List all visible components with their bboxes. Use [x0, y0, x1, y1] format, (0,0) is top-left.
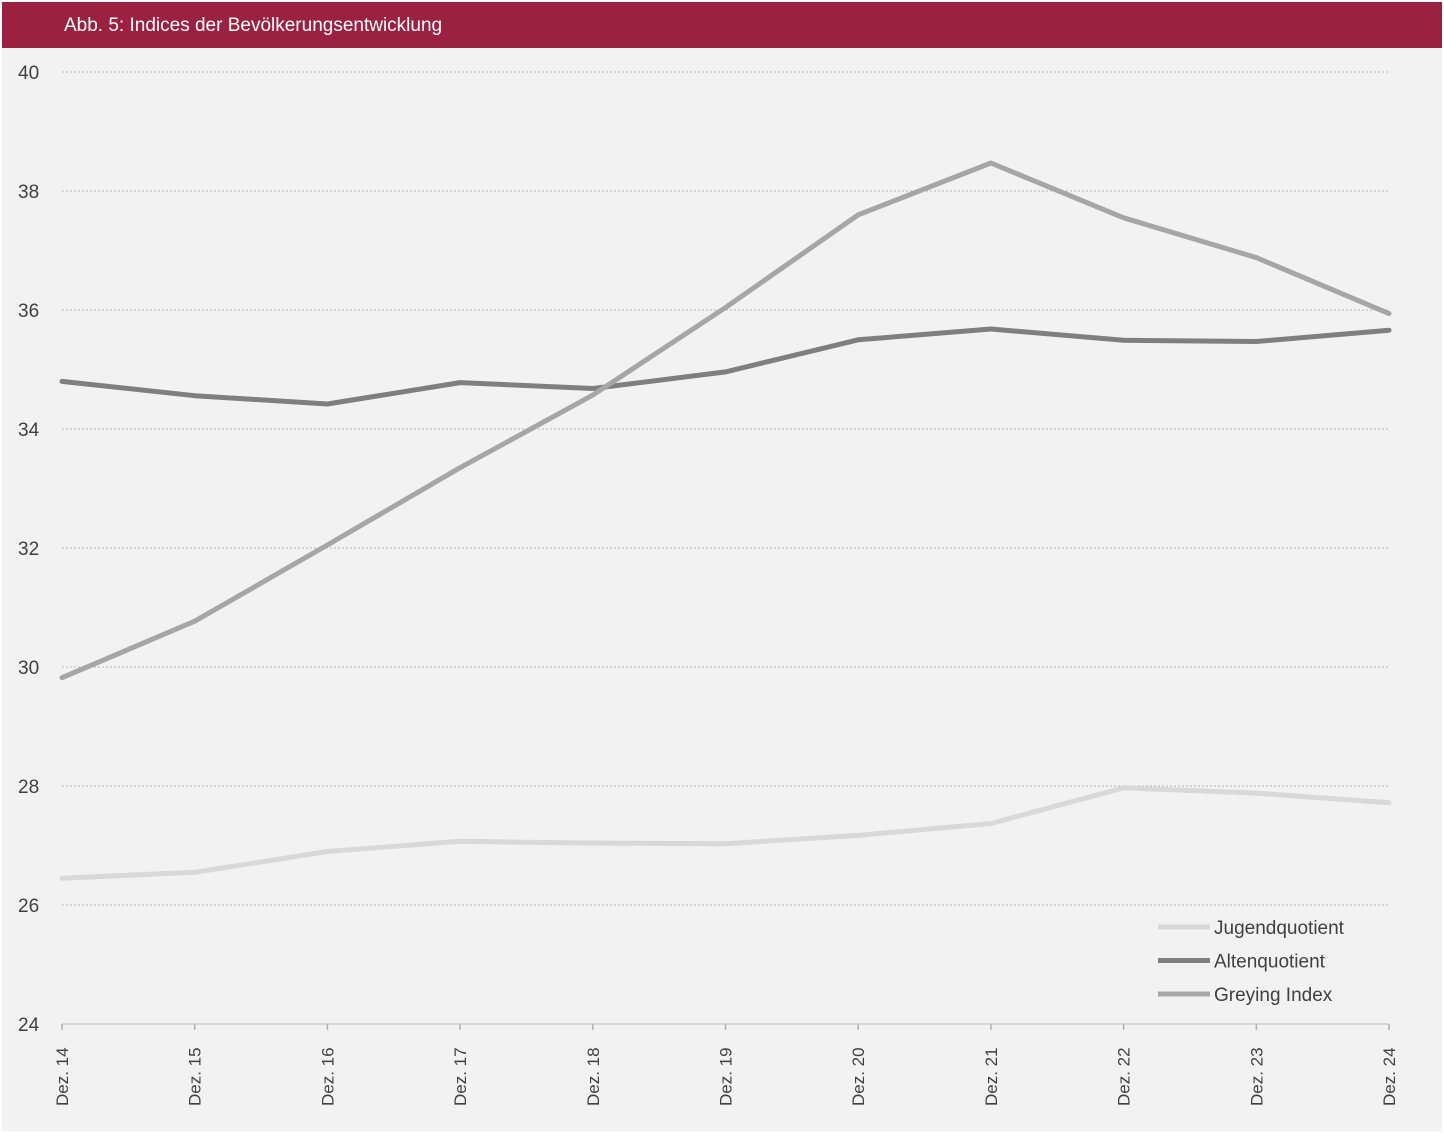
x-axis [61, 1023, 1390, 1030]
y-tick-label: 28 [18, 777, 39, 798]
title-bar: Abb. 5: Indices der Bevölkerungsentwickl… [2, 2, 1442, 48]
y-tick-label: 24 [18, 1015, 40, 1036]
series-line-jugendquotient [59, 785, 1392, 881]
y-tick-label: 26 [18, 896, 39, 917]
x-tick-label: Dez. 20 [849, 1047, 868, 1106]
series-line-greying-index [59, 160, 1392, 681]
x-tick-label: Dez. 16 [318, 1047, 337, 1106]
y-tick-label: 40 [18, 63, 39, 84]
x-tick-label: Dez. 19 [717, 1047, 736, 1106]
x-tick-label: Dez. 22 [1115, 1047, 1134, 1106]
y-tick-label: 32 [18, 539, 39, 560]
y-axis-ticks: 24 26 28 30 32 34 36 38 40 [18, 63, 40, 1036]
x-tick-label: Dez. 15 [186, 1047, 205, 1106]
gridlines [62, 71, 1389, 906]
x-tick-label: Dez. 14 [53, 1047, 72, 1106]
y-tick-label: 36 [18, 301, 39, 322]
y-tick-label: 30 [18, 658, 39, 679]
legend-label: Altenquotient [1214, 952, 1326, 973]
y-tick-label: 34 [18, 420, 40, 441]
legend-label: Greying Index [1214, 985, 1333, 1006]
legend: Jugendquotient Altenquotient Greying Index [1158, 918, 1345, 1006]
x-tick-label: Dez. 21 [982, 1047, 1001, 1106]
series-lines [59, 160, 1392, 881]
legend-label: Jugendquotient [1214, 918, 1345, 939]
series-line-altenquotient [59, 326, 1392, 407]
x-tick-label: Dez. 24 [1380, 1047, 1399, 1106]
x-axis-ticks: Dez. 14 Dez. 15 Dez. 16 Dez. 17 Dez. 18 Dez. … [53, 1047, 1399, 1106]
y-tick-label: 38 [18, 182, 39, 203]
x-tick-label: Dez. 17 [451, 1047, 470, 1106]
x-tick-label: Dez. 23 [1247, 1047, 1266, 1106]
x-tick-label: Dez. 18 [584, 1047, 603, 1106]
chart-title: Abb. 5: Indices der Bevölkerungsentwickl… [64, 15, 443, 36]
